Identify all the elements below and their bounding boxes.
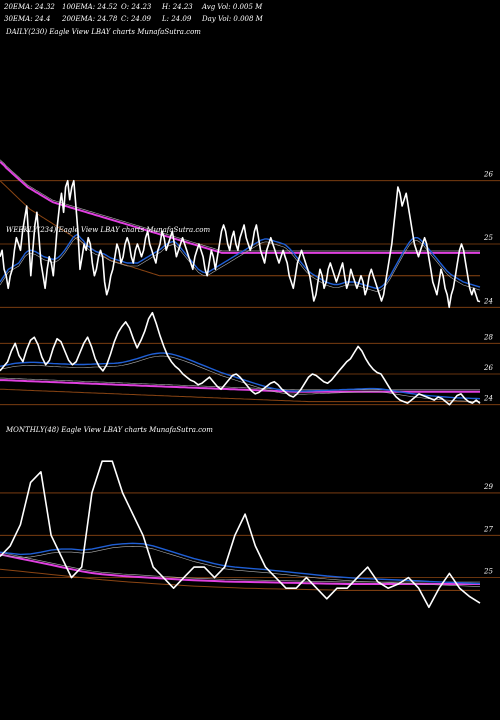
open-readout: O: 24.23 — [121, 3, 152, 11]
ema-blue-line — [0, 233, 481, 289]
y-tick-label: 26 — [483, 171, 493, 179]
low-readout: L: 24.09 — [162, 15, 192, 23]
close-price-line — [0, 460, 481, 609]
ema-blue-line — [0, 352, 481, 400]
chart-panel-1: WEEKLY(234) Eagle View LBAY charts Munaf… — [0, 226, 500, 406]
y-tick-label: 26 — [483, 364, 493, 372]
panel-title: DAILY(230) Eagle View LBAY charts Munafa… — [5, 28, 201, 36]
ema100-readout: 100EMA: 24.52 — [62, 3, 118, 11]
ema-brown-line — [0, 388, 480, 403]
chart-panel-0: DAILY(230) Eagle View LBAY charts Munafa… — [0, 28, 500, 309]
y-tick-label: 25 — [483, 568, 493, 576]
chart-panel-2: MONTHLY(48) Eagle View LBAY charts Munaf… — [0, 426, 500, 609]
y-tick-label: 27 — [483, 525, 493, 533]
ema-brown-line — [0, 180, 480, 277]
avg-vol-readout: Avg Vol: 0.005 M — [202, 3, 263, 11]
ema200-readout: 200EMA: 24.78 — [62, 15, 118, 23]
ema-magenta-halo — [0, 377, 480, 391]
y-tick-label: 24 — [483, 297, 493, 305]
ema30-readout: 30EMA: 24.4 — [4, 15, 51, 23]
close-price-line — [0, 311, 481, 406]
close-price-line — [0, 179, 481, 309]
ema-blue-line — [0, 542, 481, 585]
day-vol-readout: Day Vol: 0.008 M — [202, 15, 263, 23]
panel-title: MONTHLY(48) Eagle View LBAY charts Munaf… — [5, 426, 213, 434]
ema-grey-line — [0, 237, 481, 292]
y-tick-label: 29 — [483, 483, 493, 491]
ema20-readout: 20EMA: 24.32 — [4, 3, 55, 11]
y-tick-label: 28 — [483, 333, 493, 341]
ema-grey-line — [0, 355, 481, 402]
close-readout: C: 24.09 — [121, 15, 151, 23]
high-readout: H: 24.23 — [162, 3, 193, 11]
quote-header: 20EMA: 24.32 100EMA: 24.52 O: 24.23 H: 2… — [0, 0, 500, 40]
ema-magenta-line — [0, 553, 480, 585]
y-tick-label: 24 — [483, 395, 493, 403]
y-tick-label: 25 — [483, 234, 493, 242]
ema-brown-line — [0, 568, 480, 591]
panel-title: WEEKLY(234) Eagle View LBAY charts Munaf… — [6, 226, 211, 234]
ema-magenta-halo — [0, 159, 480, 252]
